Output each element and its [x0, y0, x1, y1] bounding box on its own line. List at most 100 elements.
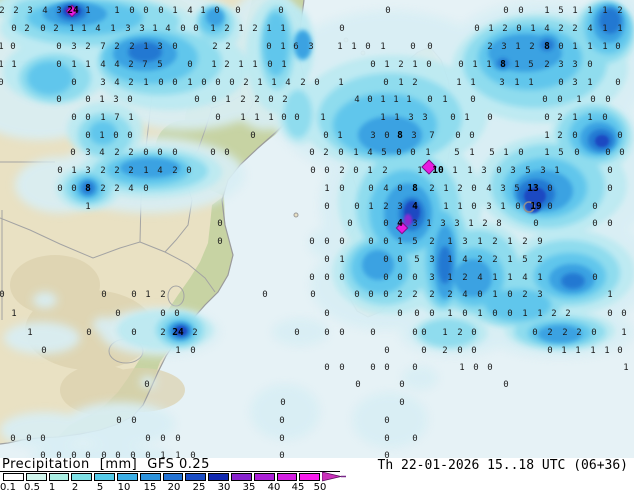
grid-value: 0 — [0, 290, 5, 300]
grid-value: 0 — [474, 24, 479, 34]
grid-value: 0 — [309, 237, 314, 247]
grid-value: 0 — [458, 60, 463, 70]
grid-value: 0 — [71, 113, 76, 123]
grid-value: 3 — [85, 148, 90, 158]
scale-cell — [94, 473, 115, 481]
grid-value: 1 — [447, 237, 452, 247]
grid-value: 0 — [384, 346, 389, 356]
grid-value: 1 — [160, 451, 165, 458]
precip-layer-deepblue — [57, 3, 621, 338]
grid-value: 2 — [551, 309, 556, 319]
grid-value: 1 — [337, 131, 342, 141]
grid-value: 1 — [447, 309, 452, 319]
grid-value: 0 — [492, 309, 497, 319]
grid-value: 1 — [464, 113, 469, 123]
grid-value: 1 — [81, 24, 86, 34]
grid-value: 4 — [477, 273, 482, 283]
grid-value: 0 — [229, 78, 234, 88]
grid-value: 5 — [414, 255, 419, 265]
grid-value: 0 — [587, 60, 592, 70]
grid-value: 1 — [143, 166, 148, 176]
grid-value: 0 — [172, 78, 177, 88]
grid-value: 0 — [507, 309, 512, 319]
grid-value: 3 — [481, 166, 486, 176]
grid-value: 0 — [294, 328, 299, 338]
grid-value: 0 — [86, 328, 91, 338]
grid-value: 1 — [187, 78, 192, 88]
grid-value: 0 — [383, 273, 388, 283]
grid-value: 1 — [442, 328, 447, 338]
grid-value: 0 — [214, 6, 219, 16]
grid-value: 1 — [406, 95, 411, 105]
grid-value: 0 — [40, 434, 45, 444]
grid-value: 0 — [324, 273, 329, 283]
grid-value: 1 — [0, 60, 4, 70]
grid-value: 0 — [574, 148, 579, 158]
legend: Precipitation [mm] GFS 0.25 Th 22-01-2026 … — [0, 457, 634, 490]
grid-value: 5 — [489, 148, 494, 158]
grid-value: 3 — [113, 95, 118, 105]
grid-value: 2 — [114, 42, 119, 52]
grid-value: 4 — [486, 184, 491, 194]
grid-value: 3 — [510, 166, 515, 176]
grid-value: 1 — [507, 255, 512, 265]
grid-value: 0 — [615, 42, 620, 52]
grid-value: 0 — [324, 237, 329, 247]
scale-label: 0.5 — [24, 482, 40, 490]
grid-value: 1 — [339, 255, 344, 265]
grid-value: 0 — [396, 148, 401, 158]
grid-value: 0 — [370, 363, 375, 373]
grid-value: 0 — [201, 78, 206, 88]
grid-value: 0 — [503, 6, 508, 16]
grid-value: 1 — [412, 60, 417, 70]
grid-value: 0 — [324, 328, 329, 338]
grid-value: 1 — [254, 113, 259, 123]
scale-cell — [25, 473, 47, 481]
grid-value: 1 — [544, 131, 549, 141]
scale-label: 45 — [291, 482, 305, 490]
grid-value: 0 — [487, 113, 492, 123]
grid-value: 0 — [471, 346, 476, 356]
grid-value: 3 — [125, 24, 130, 34]
grid-value: 2 — [576, 328, 581, 338]
grid-value: 2 — [128, 166, 133, 176]
grid-value: 2 — [397, 290, 402, 300]
grid-value: 2 — [85, 42, 90, 52]
grid-value: 1 — [486, 60, 491, 70]
grid-value: 0 — [85, 131, 90, 141]
grid-value: 0 — [41, 346, 46, 356]
grid-value: 0 — [455, 131, 460, 141]
grid-value: 0 — [592, 202, 597, 212]
grid-value: 2 — [13, 6, 18, 16]
grid-value: 1 — [477, 309, 482, 319]
grid-value: 2 — [114, 184, 119, 194]
grid-value: 0 — [354, 290, 359, 300]
grid-value: 1 — [367, 166, 372, 176]
scale-cell — [276, 473, 298, 481]
grid-value: 1 — [604, 346, 609, 356]
grid-value: 0 — [602, 113, 607, 123]
grid-value: 3 — [100, 78, 105, 88]
cyclone-symbol-icon — [523, 201, 535, 213]
grid-value: 0 — [477, 290, 482, 300]
grid-value: 0 — [85, 451, 90, 458]
grid-value: 2 — [100, 166, 105, 176]
grid-value: 1 — [528, 78, 533, 88]
grid-value: 1 — [69, 24, 74, 34]
grid-value: 8 — [397, 130, 403, 141]
scale-label: 50 — [313, 482, 327, 490]
grid-value: 2 — [537, 255, 542, 265]
grid-value: 10 — [432, 165, 444, 176]
grid-value: 0 — [518, 148, 523, 158]
grid-value: 7 — [429, 131, 434, 141]
grid-value: 0 — [470, 95, 475, 105]
grid-value: 2 — [114, 166, 119, 176]
grid-value: 2 — [398, 60, 403, 70]
grid-value: 0 — [592, 219, 597, 229]
grid-value: 2 — [172, 166, 177, 176]
grid-value: 0 — [471, 184, 476, 194]
grid-value: 0 — [617, 346, 622, 356]
grid-value: 0 — [323, 131, 328, 141]
grid-value: 0 — [450, 113, 455, 123]
grid-value: 4 — [157, 166, 162, 176]
